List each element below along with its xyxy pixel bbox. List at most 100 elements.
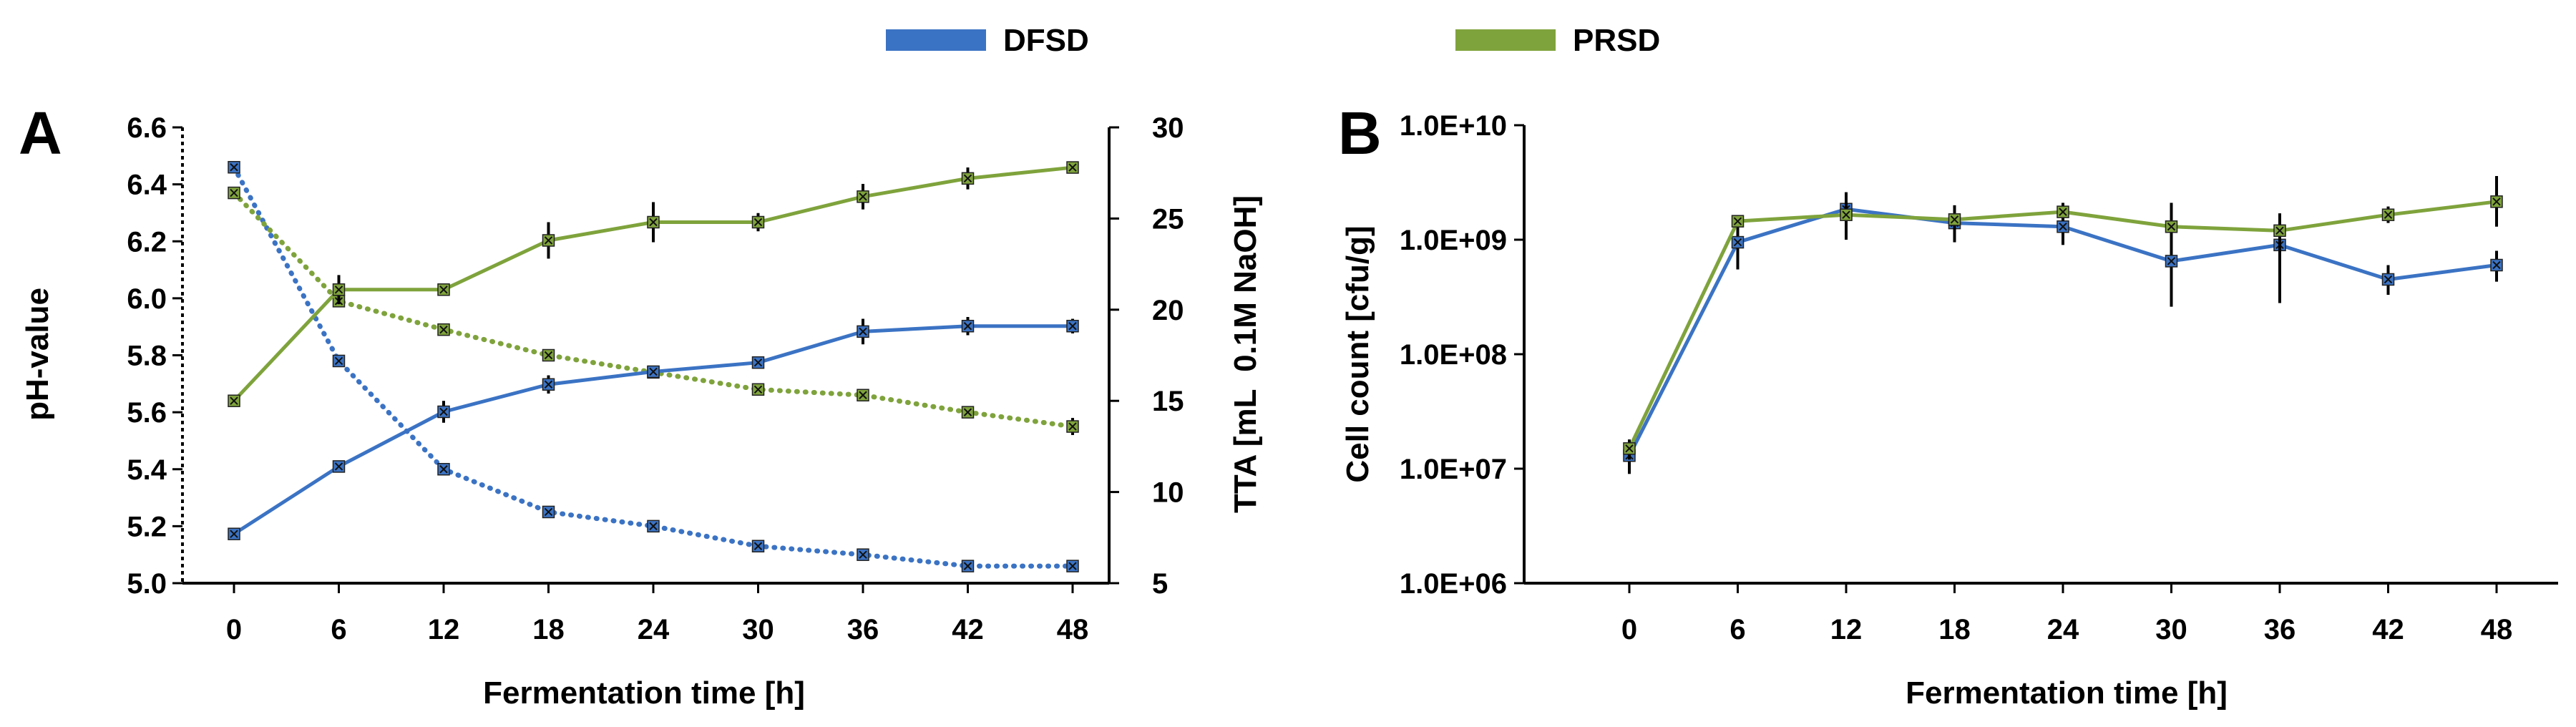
panel-a-letter: A <box>19 99 62 167</box>
panel-a-prsd-ph-point-cross <box>544 351 553 360</box>
panel-a-x-tick-label: 12 <box>428 614 460 645</box>
panel-b-x-tick-label: 0 <box>1621 614 1637 645</box>
panel-a-y2-tick-label: 15 <box>1152 386 1184 417</box>
legend-swatch-prsd <box>1455 29 1556 51</box>
panel-a-x-axis-title: Fermentation time [h] <box>483 675 805 711</box>
panel-b-prsd-point-cross <box>1625 444 1634 453</box>
panel-a-prsd-ph-point-cross <box>753 385 763 394</box>
legend-swatch-dfsd <box>886 29 986 51</box>
panel-a-y-tick-label: 5.0 <box>127 568 167 600</box>
panel-a-y2-tick-label: 10 <box>1152 477 1184 509</box>
panel-a-dfsd-tta-point-cross <box>334 462 343 471</box>
panel-a-x-tick-label: 6 <box>331 614 346 645</box>
panel-b-prsd-point-cross <box>2275 226 2284 235</box>
panel-a-x-tick-label: 36 <box>847 614 879 645</box>
panel-a-dfsd-ph-point-cross <box>230 163 238 172</box>
panel-a-x-tick-label: 0 <box>226 614 242 645</box>
panel-a-x-tick-label: 30 <box>742 614 774 645</box>
panel-a-dfsd-tta-point-cross <box>439 407 448 416</box>
panel-b-prsd-point-cross <box>2384 210 2393 219</box>
panel-a-y-tick-label: 6.0 <box>127 283 167 315</box>
panel-a-prsd-tta-point-cross <box>1068 163 1077 172</box>
panel-a-y2-tick-label: 20 <box>1152 295 1184 326</box>
panel-b-x-tick-label: 24 <box>2047 614 2079 645</box>
panel-a-prsd-tta-point-cross <box>544 236 553 245</box>
panel-a-dfsd-ph-point-cross <box>439 465 448 474</box>
legend-label-dfsd: DFSD <box>1003 23 1089 58</box>
panel-a-y-tick-label: 5.8 <box>127 341 167 372</box>
panel-b-y-tick-label: 1.0E+10 <box>1400 110 1507 142</box>
panel-b-dfsd-point-cross <box>2384 275 2393 284</box>
panel-a-prsd-tta-point-cross <box>753 218 763 227</box>
panel-b-y-tick-label: 1.0E+07 <box>1400 454 1507 485</box>
panel-a-y-tick-label: 6.4 <box>127 170 167 201</box>
panel-a-prsd-tta-point-cross <box>230 396 238 405</box>
panel-a-prsd-tta-point-cross <box>963 174 972 183</box>
panel-b-y-tick-label: 1.0E+09 <box>1400 225 1507 256</box>
panel-a-y-tick-label: 5.6 <box>127 397 167 429</box>
panel-a-prsd-ph-point-cross <box>230 188 238 197</box>
panel-b-prsd-point-cross <box>1842 210 1850 219</box>
panel-a-dfsd-ph-point-cross <box>963 562 972 570</box>
panel-b-prsd-point-cross <box>2059 208 2067 216</box>
panel-a-y-axis-title: pH-value <box>20 288 55 421</box>
panel-a-y2-tick-label: 30 <box>1152 112 1184 144</box>
panel-a-dfsd-tta-point-cross <box>963 322 972 331</box>
panel-a-y2-tick-label: 25 <box>1152 203 1184 235</box>
panel-a-chart: A 5.0 5.2 5.4 5.6 5.8 6.0 6.2 6.4 6.6 5 10 15 20 25 30… <box>19 99 1263 711</box>
panel-b-y-axis-title: Cell count [cfu/g] <box>1340 225 1375 482</box>
panel-b-y-tick-label: 1.0E+06 <box>1400 568 1507 600</box>
panel-b-x-tick-label: 12 <box>1830 614 1863 645</box>
panel-b-prsd-point-cross <box>2167 223 2176 231</box>
panel-a-x-tick-label: 24 <box>638 614 670 645</box>
panel-a-dfsd-ph-point-cross <box>859 550 867 559</box>
panel-b-prsd-point-cross <box>1733 217 1742 225</box>
panel-b-dfsd-point-cross <box>2167 257 2176 265</box>
panel-a-y2-axis-title: TTA [mL 0.1M NaOH] <box>1228 195 1263 513</box>
panel-a-x-tick-label: 48 <box>1057 614 1089 645</box>
panel-b-y-tick-label: 1.0E+08 <box>1400 339 1507 371</box>
legend-label-prsd: PRSD <box>1573 23 1660 58</box>
panel-a-dfsd-tta-point-cross <box>859 327 867 336</box>
panel-b-prsd-point-cross <box>2492 197 2501 206</box>
panel-a-y-tick-label: 5.4 <box>127 454 167 486</box>
panel-b-chart: B 1.0E+06 1.0E+07 1.0E+08 1.0E+09 1.0E+10 0 6 1… <box>1338 99 2558 711</box>
panel-b-letter: B <box>1338 99 1382 167</box>
panel-a-y-tick-label: 6.6 <box>127 112 167 144</box>
panel-b-x-tick-label: 48 <box>2481 614 2513 645</box>
panel-b-series <box>1623 175 2503 474</box>
panel-a-dfsd-tta-line <box>233 324 1073 536</box>
panel-a-prsd-ph-point-cross <box>859 391 867 399</box>
panel-b-x-tick-label: 18 <box>1938 614 1971 645</box>
panel-a-dfsd-ph-point-cross <box>544 507 553 517</box>
panel-a-y-tick-label: 5.2 <box>127 511 167 542</box>
panel-b-x-tick-label: 42 <box>2372 614 2404 645</box>
panel-b-x-axis-title: Fermentation time [h] <box>1906 675 2228 711</box>
panel-a-axes: 5.0 5.2 5.4 5.6 5.8 6.0 6.2 6.4 6.6 5 10 15 20 25 30 0 6… <box>127 112 1184 645</box>
panel-b-dfsd-point-cross <box>2059 223 2067 231</box>
panel-a-series <box>228 160 1079 572</box>
panel-a-dfsd-tta-point-cross <box>753 358 763 367</box>
panel-a-prsd-tta-point-cross <box>859 192 867 201</box>
panel-a-dfsd-tta-point-cross <box>544 380 553 389</box>
panel-a-dfsd-ph-point-cross <box>649 522 658 531</box>
panel-b-dfsd-point-cross <box>1733 238 1742 247</box>
panel-b-dfsd-point-cross <box>2492 260 2501 270</box>
panel-b-x-tick-label: 36 <box>2264 614 2296 645</box>
panel-b-x-tick-label: 6 <box>1729 614 1745 645</box>
panel-a-x-tick-label: 18 <box>532 614 565 645</box>
panel-a-y2-tick-label: 5 <box>1152 568 1168 600</box>
panel-a-prsd-ph-point-cross <box>1068 422 1077 431</box>
panel-a-dfsd-ph-point-cross <box>1068 562 1077 570</box>
panel-a-prsd-ph-point-cross <box>963 408 972 416</box>
panel-b-dfsd-line <box>1627 207 2497 457</box>
panel-a-dfsd-tta-point-cross <box>649 367 658 376</box>
legend: DFSD PRSD <box>886 23 1660 58</box>
panel-a-prsd-tta-point-cross <box>334 286 343 294</box>
panel-a-dfsd-ph-point-cross <box>334 356 343 366</box>
panel-a-x-tick-label: 42 <box>952 614 984 645</box>
panel-a-y-tick-label: 6.2 <box>127 226 167 258</box>
panel-a-prsd-tta-point-cross <box>439 286 448 294</box>
panel-a-dfsd-tta-point-cross <box>230 530 238 538</box>
